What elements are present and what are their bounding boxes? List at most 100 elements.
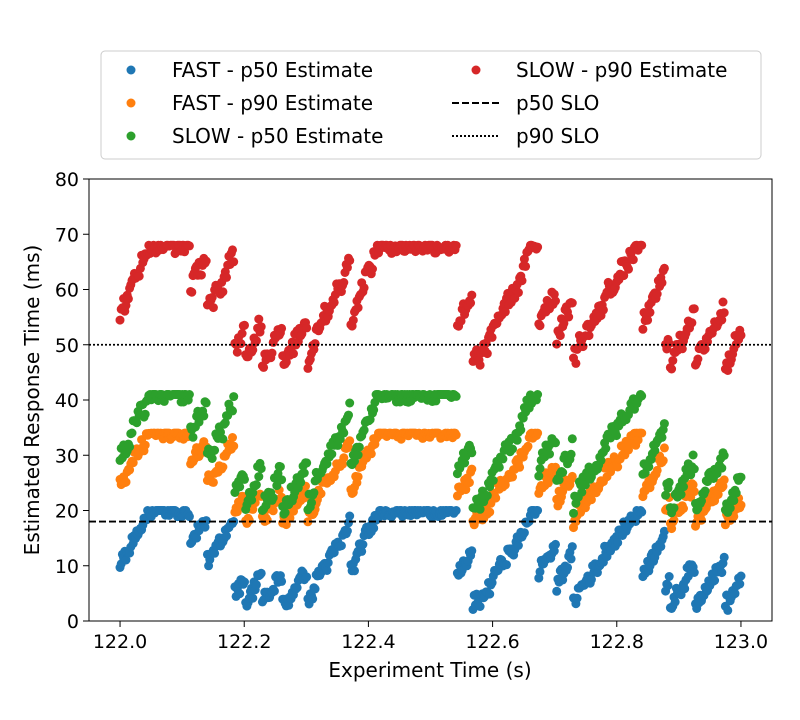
point-slow-p90 — [208, 303, 218, 313]
point-fast-p90 — [121, 477, 131, 487]
point-fast-p50 — [533, 506, 543, 515]
point-slow-p50 — [467, 448, 477, 458]
x-axis-label: Experiment Time (s) — [328, 658, 531, 682]
point-slow-p50 — [612, 431, 621, 441]
point-slow-p90 — [368, 264, 377, 274]
point-slow-p90 — [482, 349, 492, 359]
point-slow-p90 — [559, 318, 569, 328]
point-slow-p90 — [628, 255, 638, 265]
point-slow-p90 — [535, 321, 545, 331]
y-tick-label: 40 — [55, 390, 79, 412]
point-slow-p50 — [676, 489, 686, 499]
point-fast-p90 — [464, 478, 474, 488]
point-fast-p90 — [508, 472, 517, 482]
point-slow-p90 — [598, 305, 608, 315]
point-slow-p90 — [619, 271, 629, 281]
point-fast-p50 — [310, 584, 320, 594]
point-fast-p50 — [485, 589, 495, 599]
point-slow-p90 — [302, 323, 312, 333]
point-slow-p50 — [247, 495, 257, 505]
point-slow-p90 — [297, 329, 307, 339]
point-slow-p50 — [277, 475, 287, 485]
plot-area: 122.0 122.2 122.4 122.6 122.8 123.0 0 10 20 30 40… — [55, 169, 773, 653]
point-fast-p90 — [345, 436, 355, 446]
point-slow-p90 — [475, 360, 485, 370]
point-slow-p90 — [251, 336, 261, 346]
point-fast-p90 — [339, 453, 349, 463]
point-fast-p50 — [736, 571, 746, 581]
point-fast-p90 — [586, 495, 596, 505]
point-slow-p50 — [248, 488, 258, 498]
point-slow-p50 — [296, 477, 306, 487]
point-slow-p90 — [624, 264, 633, 274]
y-axis-ticks: 0 10 20 30 40 50 60 70 80 — [55, 169, 89, 633]
point-fast-p90 — [659, 443, 669, 453]
point-slow-p90 — [551, 296, 560, 306]
point-slow-p90 — [645, 307, 655, 317]
point-fast-p50 — [269, 586, 279, 596]
point-slow-p50 — [577, 487, 587, 497]
point-slow-p50 — [558, 468, 568, 477]
point-slow-p50 — [689, 464, 699, 474]
point-slow-p90 — [229, 257, 239, 267]
point-fast-p90 — [491, 493, 501, 503]
point-slow-p50 — [344, 410, 353, 420]
point-slow-p50 — [644, 462, 654, 472]
point-fast-p90 — [697, 515, 706, 525]
point-fast-p90 — [303, 517, 313, 527]
legend-label-slow-p90: SLOW - p90 Estimate — [516, 58, 727, 82]
point-fast-p50 — [475, 602, 485, 611]
point-slow-p90 — [667, 364, 677, 374]
point-fast-p50 — [342, 526, 352, 536]
point-slow-p50 — [268, 493, 278, 503]
point-slow-p90 — [736, 330, 746, 340]
point-fast-p90 — [543, 478, 553, 488]
point-slow-p90 — [718, 297, 728, 307]
point-fast-p50 — [659, 526, 669, 536]
point-slow-p90 — [222, 272, 231, 282]
x-tick-label: 122.6 — [465, 631, 519, 653]
point-fast-p90 — [633, 435, 643, 445]
point-fast-p50 — [535, 567, 545, 577]
point-fast-p90 — [689, 487, 699, 497]
point-slow-p90 — [329, 297, 339, 307]
point-slow-p90 — [466, 298, 476, 308]
point-slow-p50 — [345, 398, 355, 408]
point-slow-p50 — [569, 508, 578, 518]
point-slow-p50 — [275, 462, 285, 472]
point-slow-p90 — [533, 242, 543, 252]
point-fast-p50 — [358, 540, 368, 549]
point-fast-p50 — [329, 548, 339, 558]
point-slow-p50 — [451, 391, 461, 401]
point-fast-p90 — [316, 489, 326, 499]
point-fast-p90 — [229, 441, 239, 451]
point-slow-p90 — [659, 263, 669, 273]
point-fast-p50 — [519, 528, 529, 538]
point-fast-p90 — [344, 443, 353, 452]
point-slow-p90 — [637, 240, 647, 250]
point-slow-p90 — [207, 293, 217, 302]
point-slow-p90 — [184, 241, 194, 251]
point-fast-p50 — [586, 575, 596, 585]
point-slow-p90 — [552, 339, 562, 349]
point-slow-p50 — [254, 472, 264, 482]
point-slow-p50 — [725, 503, 735, 513]
x-tick-label: 122.0 — [93, 631, 147, 653]
point-slow-p50 — [235, 482, 245, 492]
point-slow-p90 — [240, 320, 249, 330]
point-slow-p50 — [369, 405, 379, 415]
point-slow-p90 — [549, 289, 559, 299]
point-fast-p50 — [302, 572, 312, 582]
point-slow-p50 — [302, 458, 312, 468]
point-slow-p50 — [669, 503, 679, 513]
point-slow-p50 — [534, 471, 544, 481]
point-slow-p90 — [267, 348, 277, 358]
point-slow-p50 — [601, 444, 611, 453]
point-fast-p90 — [353, 472, 363, 482]
point-slow-p50 — [353, 450, 363, 460]
point-fast-p50 — [563, 563, 572, 573]
point-fast-p50 — [222, 531, 231, 541]
x-tick-label: 122.8 — [590, 631, 644, 653]
point-slow-p90 — [500, 307, 510, 317]
point-slow-p90 — [513, 288, 523, 298]
